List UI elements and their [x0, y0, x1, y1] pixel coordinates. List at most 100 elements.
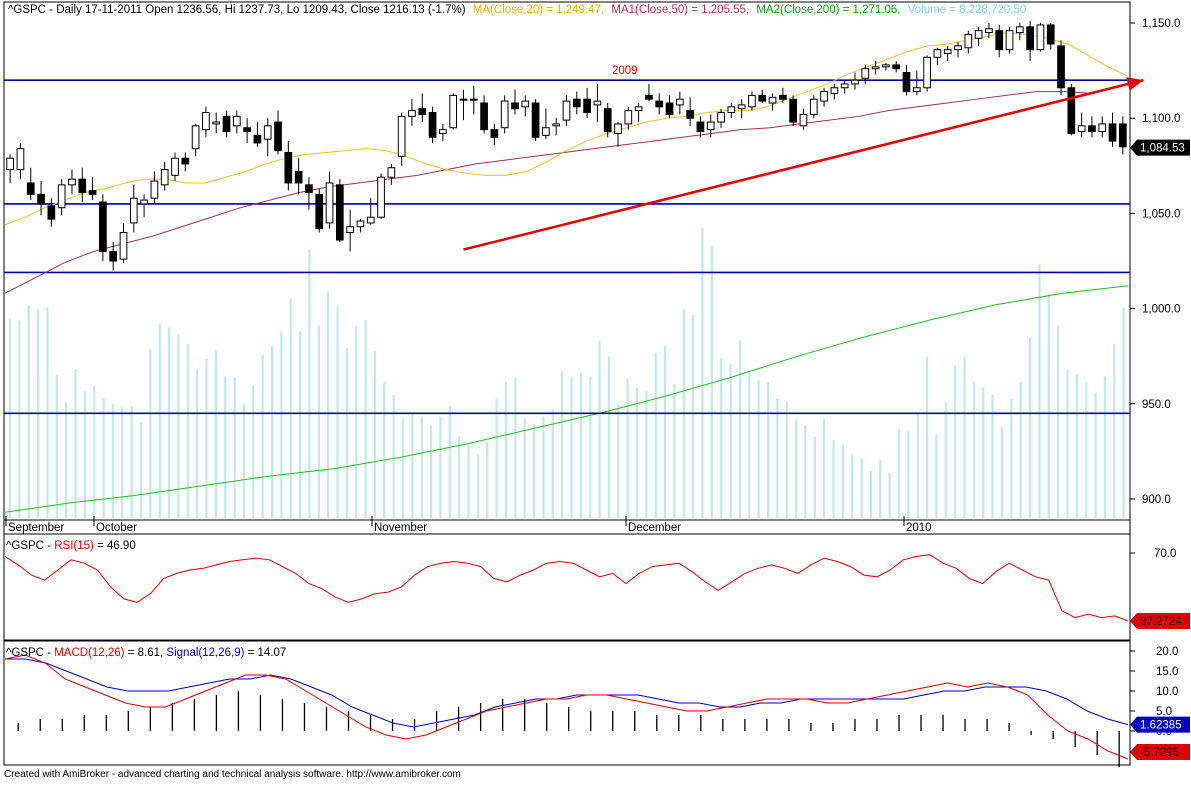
volume-bar — [551, 409, 554, 518]
candle-body — [68, 178, 76, 186]
volume-bar — [8, 318, 12, 518]
volume-bar — [925, 356, 929, 518]
volume-bar — [1103, 376, 1107, 518]
candle-body — [789, 98, 798, 123]
volume-bar — [935, 434, 938, 518]
candle-body — [1005, 30, 1014, 51]
candle-body — [181, 157, 190, 165]
ma200-line — [4, 285, 1129, 513]
candle-body — [212, 121, 221, 125]
volume-bar — [65, 402, 68, 518]
date-label: October — [96, 522, 137, 534]
volume-bar — [448, 405, 451, 518]
candle-body — [315, 193, 324, 230]
candle-body — [305, 184, 313, 193]
volume-bar — [467, 445, 470, 518]
candle-body — [1119, 123, 1127, 148]
volume-bar — [289, 298, 292, 518]
macd-tick-label: 5.0 — [1156, 706, 1172, 718]
volume-bar — [177, 334, 180, 518]
candle-body — [109, 250, 118, 262]
candle-body — [706, 121, 715, 131]
volume-bar — [476, 454, 479, 518]
candle-body — [140, 199, 148, 205]
rsi-line — [4, 554, 1129, 622]
candle-body — [325, 182, 334, 224]
volume-bar — [420, 416, 423, 518]
volume-bar — [1085, 382, 1088, 518]
volume-bar — [355, 325, 358, 518]
ma20-line — [4, 32, 1129, 226]
candle-body — [1098, 123, 1107, 133]
volume-bar — [1094, 392, 1097, 518]
trend-arrow — [463, 78, 1144, 251]
volume-bar — [645, 391, 648, 518]
volume-bar — [102, 398, 105, 518]
volume-bar — [317, 325, 320, 518]
candle-body — [552, 123, 561, 127]
signal-value-label: 1.62385 — [1140, 720, 1182, 732]
candle-body — [387, 167, 396, 178]
candle-body — [614, 123, 622, 134]
candle-body — [284, 151, 293, 184]
date-label: September — [8, 522, 64, 534]
candle-body — [995, 30, 1004, 51]
candle-body — [232, 115, 241, 127]
price-pane[interactable] — [3, 1, 1131, 521]
volume-bar — [121, 407, 124, 518]
volume-bar — [766, 382, 770, 518]
volume-bar — [1010, 398, 1013, 518]
volume-bar — [720, 358, 723, 518]
volume-bar — [111, 403, 115, 518]
volume-bar — [982, 387, 985, 518]
candle-body — [1067, 87, 1076, 134]
volume-bar — [813, 436, 816, 518]
volume-bar — [944, 402, 947, 518]
volume-bar — [879, 460, 882, 518]
date-axis-strip — [3, 519, 1131, 535]
volume-bar — [617, 403, 620, 518]
ma50-line — [4, 91, 1095, 294]
candle-body — [717, 112, 725, 123]
candle-body — [758, 94, 767, 102]
volume-bar — [897, 429, 901, 518]
candle-body — [634, 106, 643, 112]
candle-body — [26, 182, 35, 195]
candle-body — [675, 98, 684, 106]
candle-body — [943, 49, 952, 54]
price-header: ^GSPC - Daily 17-11-2011 Open 1236.56, H… — [8, 4, 1026, 16]
candle-body — [335, 184, 344, 241]
volume-bar — [579, 373, 582, 518]
volume-bar — [233, 376, 236, 518]
macd-pane[interactable] — [3, 640, 1131, 766]
macd-line — [4, 654, 1129, 760]
volume-bar — [869, 470, 873, 518]
date-label: November — [374, 522, 427, 534]
volume-bar — [907, 431, 910, 518]
volume-bar — [626, 378, 629, 518]
volume-bar — [252, 385, 255, 518]
signal-line — [5, 658, 1129, 728]
volume-bar — [392, 394, 395, 518]
candle-body — [274, 121, 282, 152]
candle-body — [974, 30, 983, 39]
volume-bar — [804, 425, 807, 518]
candle-body — [263, 125, 272, 140]
rsi-header: ^GSPC - RSI(15) = 46.90 — [6, 540, 136, 552]
volume-bar — [214, 349, 217, 518]
y-tick-label: 1,000.0 — [1142, 304, 1180, 316]
rsi-tick-label: 70.0 — [1154, 548, 1176, 560]
volume-bar — [729, 363, 732, 518]
candle-body — [820, 91, 828, 102]
volume-bar — [130, 405, 133, 518]
volume-bar — [1028, 336, 1032, 518]
candle-body — [356, 220, 365, 228]
macd-tick-label: 10.0 — [1156, 686, 1178, 698]
rsi-pane[interactable] — [3, 533, 1131, 641]
candle-body — [964, 33, 973, 49]
volume-bar — [261, 354, 264, 518]
candle-body — [500, 100, 509, 129]
volume-bar — [345, 347, 348, 518]
candle-body — [469, 98, 478, 101]
